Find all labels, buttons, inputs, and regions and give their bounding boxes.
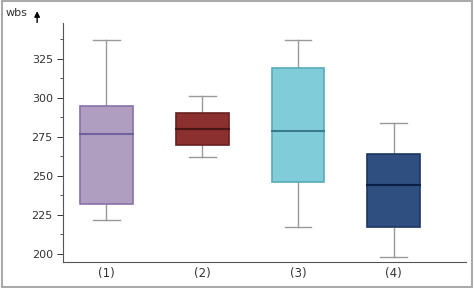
Bar (272, 68, 324, 182)
Bar (367, 154, 420, 228)
Bar (80, 106, 133, 204)
Bar (176, 113, 228, 145)
Text: wbs: wbs (5, 8, 27, 18)
